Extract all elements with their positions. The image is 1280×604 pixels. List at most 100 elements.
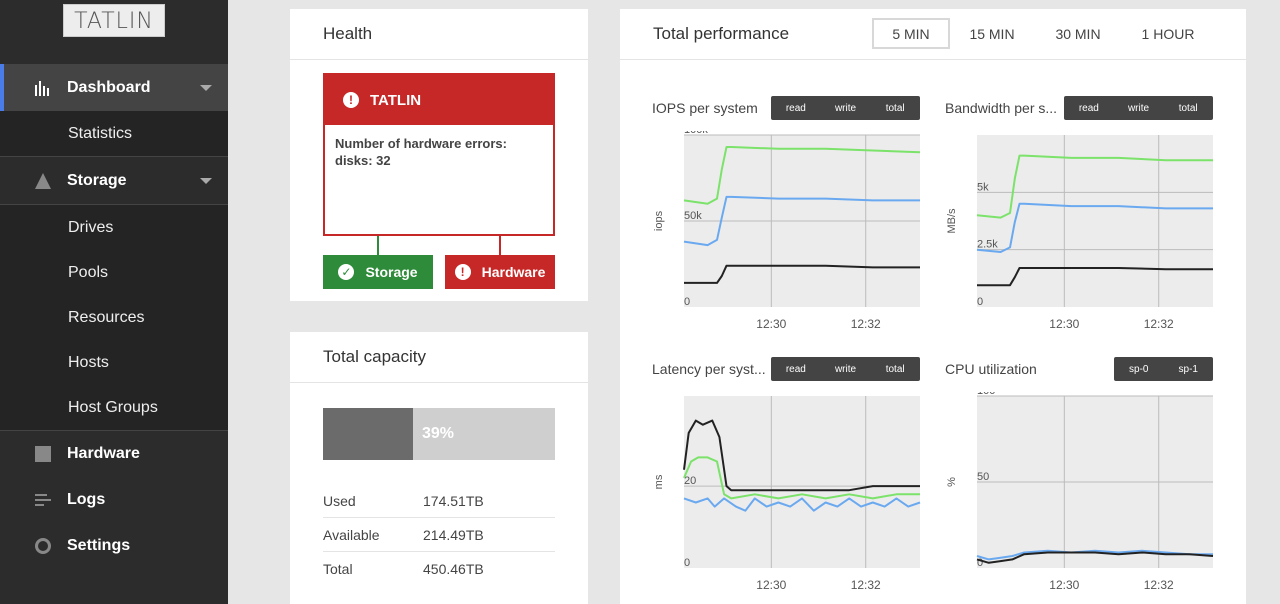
latency-series-toggle: read write total (771, 357, 920, 381)
toggle-sp0[interactable]: sp-0 (1129, 363, 1149, 375)
series-line-write (683, 497, 921, 512)
capacity-label: Used (323, 492, 356, 509)
x-tick-label: 12:30 (1049, 578, 1079, 592)
nav-logs[interactable]: Logs (0, 477, 228, 523)
toggle-read[interactable]: read (785, 363, 806, 375)
triangle-icon (32, 172, 54, 190)
capacity-panel: Total capacity 39% Used 174.51TB Availab… (290, 332, 588, 604)
x-tick-label: 12:32 (851, 317, 881, 331)
divider (0, 156, 228, 157)
check-icon: ✓ (338, 264, 355, 280)
series-line-write (683, 195, 920, 247)
capacity-bar-fill (323, 408, 414, 460)
capacity-label: Available (323, 526, 380, 543)
range-30min-button[interactable]: 30 MIN (1055, 25, 1101, 42)
toggle-write[interactable]: write (834, 363, 857, 375)
storage-connector (377, 236, 379, 255)
toggle-total[interactable]: total (885, 102, 905, 114)
iops-series-toggle: read write total (771, 96, 920, 120)
lines-icon (32, 491, 54, 509)
plot-area (684, 396, 920, 568)
capacity-value: 450.46TB (423, 561, 484, 577)
series-line-total (683, 419, 920, 492)
bandwidth-series-toggle: read write total (1064, 96, 1213, 120)
nav-logs-label: Logs (67, 491, 106, 508)
range-15min-button[interactable]: 15 MIN (969, 25, 1015, 42)
series-line-read (976, 154, 1213, 219)
storage-status-button[interactable]: ✓ Storage (323, 255, 433, 289)
toggle-write[interactable]: write (1127, 102, 1150, 114)
performance-panel: Total performance 5 MIN 15 MIN 30 MIN 1 … (620, 9, 1246, 604)
storage-status-label: Storage (365, 264, 418, 280)
toggle-sp1[interactable]: sp-1 (1178, 363, 1198, 375)
nav-hardware[interactable]: Hardware (0, 431, 228, 477)
alert-message: Number of hardware errors: disks: 32 (335, 136, 507, 168)
series-line-read (683, 456, 920, 500)
hardware-connector (499, 236, 501, 255)
divider (0, 430, 228, 431)
toggle-total[interactable]: total (1178, 102, 1198, 114)
exclamation-icon: ! (454, 264, 471, 280)
nav-host-groups[interactable]: Host Groups (0, 385, 228, 430)
nav-pools[interactable]: Pools (0, 250, 228, 295)
x-tick-label: 12:32 (851, 578, 881, 592)
y-axis-label: % (946, 477, 958, 487)
capacity-title: Total capacity (290, 332, 588, 383)
nav-storage[interactable]: Storage (0, 157, 228, 204)
nav-settings-label: Settings (67, 537, 131, 554)
nav-dashboard[interactable]: Dashboard (0, 64, 228, 111)
nav-resources[interactable]: Resources (0, 295, 228, 340)
y-axis-label: ms (653, 474, 665, 489)
logo: TATLIN (63, 4, 165, 37)
nav-statistics[interactable]: Statistics (0, 111, 228, 156)
capacity-bar: 39% (323, 408, 555, 460)
y-tick-label: 0 (977, 296, 983, 308)
x-tick-label: 12:30 (756, 578, 786, 592)
toggle-read[interactable]: read (785, 102, 806, 114)
cpu-chart-title: CPU utilization (945, 361, 1037, 377)
range-5min-button[interactable]: 5 MIN (872, 18, 950, 49)
capacity-percent: 39% (422, 425, 455, 442)
nav-settings[interactable]: Settings (0, 523, 228, 569)
y-tick-label: 2.5k (977, 239, 998, 251)
alert-title: TATLIN (370, 91, 422, 109)
y-tick-label: 20 (684, 475, 696, 487)
alert-card[interactable]: ! TATLIN Number of hardware errors: disk… (323, 73, 555, 236)
series-line-write (976, 202, 1213, 253)
series-line-read (683, 146, 921, 205)
bandwidth-chart-title: Bandwidth per s... (945, 100, 1058, 116)
nav-drives[interactable]: Drives (0, 205, 228, 250)
chevron-down-icon[interactable] (200, 178, 212, 184)
bandwidth-chart: 0 2.5k 5k 12:30 12:32 MB/s (946, 135, 1213, 331)
toggle-read[interactable]: read (1078, 102, 1099, 114)
bar-chart-icon (32, 79, 54, 97)
capacity-row-available: Available 214.49TB (323, 518, 555, 552)
sidebar: TATLIN Dashboard Statistics Storage Driv… (0, 0, 228, 604)
divider (0, 204, 228, 205)
range-1hour-button[interactable]: 1 HOUR (1141, 25, 1195, 42)
toggle-write[interactable]: write (834, 102, 857, 114)
iops-chart: 0 50k 100k 12:30 12:32 iops (653, 131, 921, 331)
nav-hosts[interactable]: Hosts (0, 340, 228, 385)
iops-chart-title: IOPS per system (652, 100, 758, 116)
hardware-status-button[interactable]: ! Hardware (445, 255, 555, 289)
capacity-row-total: Total 450.46TB (323, 552, 555, 586)
y-axis-label: MB/s (946, 208, 958, 234)
y-axis-label: iops (653, 210, 665, 231)
y-tick-label: 0 (684, 296, 690, 308)
logo-wrap: TATLIN (0, 0, 228, 64)
performance-title: Total performance (620, 9, 1246, 60)
series-line-total (977, 267, 1213, 287)
square-icon (32, 445, 54, 463)
y-tick-label: 100k (684, 131, 708, 136)
chevron-down-icon[interactable] (200, 85, 212, 91)
alert-header: ! TATLIN (325, 75, 553, 125)
series-line-sp1 (976, 551, 1214, 564)
hardware-status-label: Hardware (481, 264, 546, 280)
plot-area (977, 135, 1213, 307)
y-tick-label: 0 (684, 557, 690, 569)
toggle-total[interactable]: total (885, 363, 905, 375)
health-title: Health (290, 9, 588, 60)
x-tick-label: 12:30 (1049, 317, 1079, 331)
x-tick-label: 12:32 (1144, 317, 1174, 331)
